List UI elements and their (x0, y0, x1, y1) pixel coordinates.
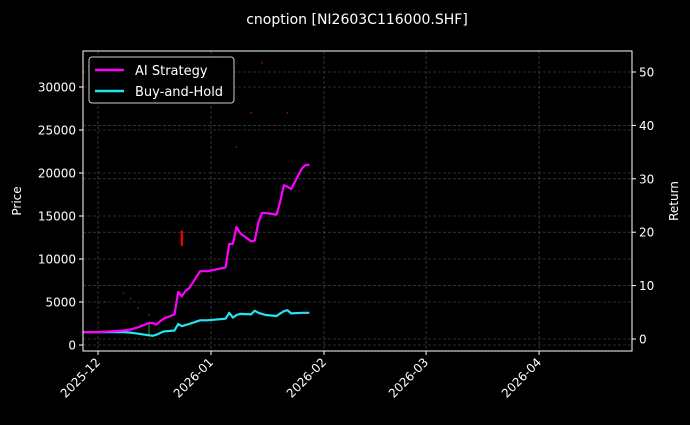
x-tick-label: 2026-02 (284, 355, 329, 400)
y-tick-label-right: 10 (639, 279, 654, 293)
series-line-ai-strategy (83, 163, 310, 334)
y-tick-label-left: 5000 (45, 296, 76, 310)
y-tick-label-right: 50 (639, 66, 654, 80)
x-tick-label: 2026-01 (171, 355, 216, 400)
y-axis-right: 0 10 20 30 40 50 (632, 66, 654, 347)
y-tick-label-right: 30 (639, 172, 654, 186)
x-axis: 2025-12 2026-01 2026-02 2026-03 2026-04 (58, 351, 544, 401)
trade-markers (148, 230, 183, 337)
chart-title: cnoption [NI2603C116000.SHF] (246, 12, 468, 28)
y-tick-label-left: 10000 (38, 253, 76, 267)
y-tick-label-right: 20 (639, 226, 654, 240)
legend: AI Strategy Buy-and-Hold (88, 56, 235, 104)
series-lines (83, 163, 310, 337)
y-tick-label-left: 0 (68, 339, 76, 353)
y-axis-label-right: Return (667, 181, 681, 221)
y-axis-label-left: Price (10, 186, 24, 215)
legend-box (88, 56, 235, 104)
x-tick-label: 2026-03 (386, 355, 431, 400)
y-tick-label-right: 40 (639, 119, 654, 133)
x-tick-label: 2025-12 (58, 355, 103, 400)
series-line-buy-and-hold (83, 309, 310, 337)
y-tick-label-left: 25000 (38, 124, 76, 138)
y-tick-label-left: 20000 (38, 167, 76, 181)
y-tick-label-right: 0 (639, 333, 647, 347)
legend-label-buy-and-hold: Buy-and-Hold (135, 85, 223, 100)
y-tick-label-left: 30000 (38, 81, 76, 95)
x-tick-label: 2026-04 (499, 355, 544, 400)
price-trace (104, 62, 289, 316)
y-tick-label-left: 15000 (38, 210, 76, 224)
y-axis-left: 0 5000 10000 15000 20000 25000 30000 (38, 81, 83, 353)
legend-label-ai-strategy: AI Strategy (135, 64, 208, 79)
plot-frame (82, 50, 633, 352)
